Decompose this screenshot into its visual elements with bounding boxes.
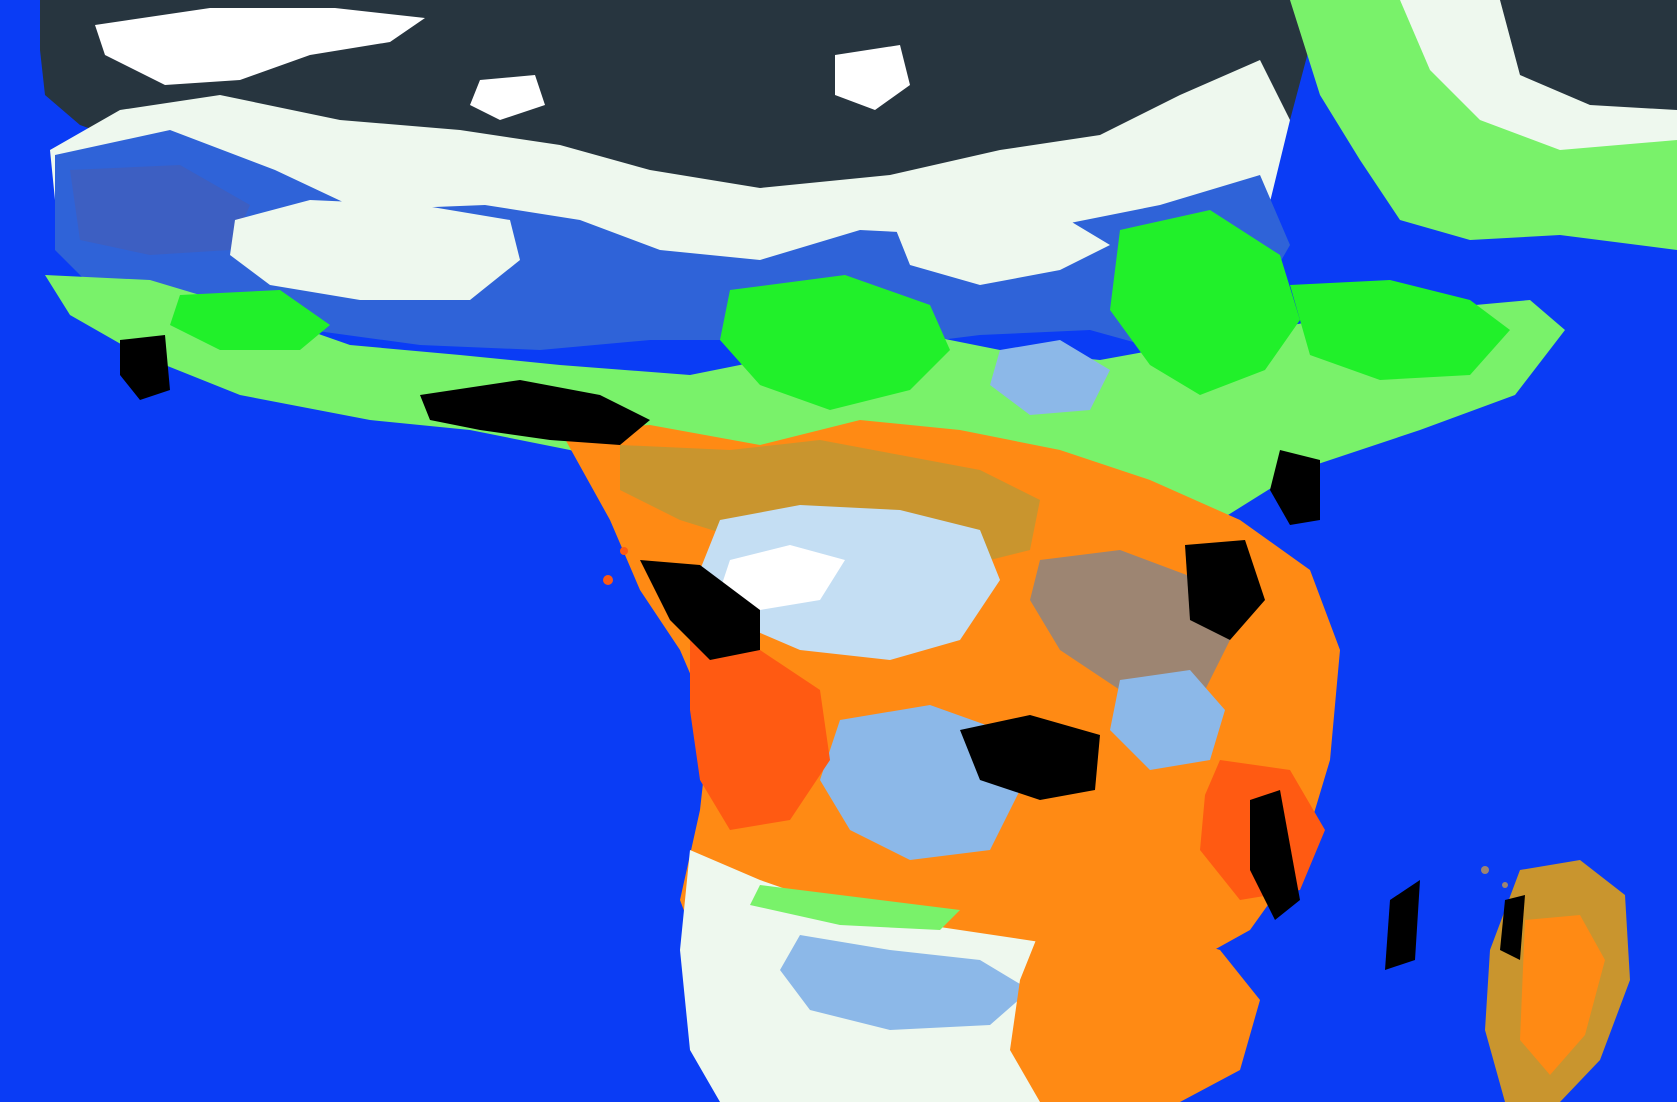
light-green-belt [45, 275, 1565, 530]
bright-green-east [1110, 210, 1300, 395]
black-central-lakes [960, 715, 1100, 800]
light-green-southern-streak [750, 885, 960, 930]
island-gulf-guinea-two [620, 547, 628, 555]
white-patch-central-north [470, 75, 545, 120]
bright-green-west [170, 290, 330, 350]
black-gulf-guinea [420, 380, 650, 445]
pale-blue-congo-center [700, 505, 1000, 660]
sky-blue-southern [780, 935, 1030, 1030]
bright-green-horn [1290, 280, 1510, 380]
black-ethiopia [1270, 450, 1320, 525]
island-indian-ocean-one [1481, 866, 1489, 874]
white-patches-north [95, 8, 425, 85]
madagascar-orange [1520, 915, 1605, 1075]
black-forest-patches [120, 335, 1420, 970]
black-cameroon-coast [640, 560, 760, 660]
black-rift-streak [1250, 790, 1300, 920]
madagascar-island [1485, 860, 1630, 1102]
white-congo-streak [720, 545, 845, 610]
island-gulf-guinea-one [603, 575, 613, 585]
taupe-region [1030, 550, 1230, 700]
small-islands [603, 547, 1508, 888]
black-southeast-coast [1385, 880, 1420, 970]
blue-inset-east [990, 340, 1110, 415]
black-west-coast [120, 335, 170, 400]
arabia-dark [1500, 0, 1677, 110]
central-africa-landmass [560, 420, 1340, 1102]
orange-southeast [1010, 925, 1260, 1102]
pale-lake-west [230, 200, 520, 300]
pale-lake-east [890, 205, 1110, 285]
black-east-lake-one [1185, 540, 1265, 640]
red-orange-west-coast [690, 640, 830, 830]
bright-green-central [720, 275, 950, 410]
green-vegetation-belt [45, 210, 1565, 530]
sky-blue-east-central [1110, 670, 1225, 770]
arabian-peninsula [1290, 0, 1677, 250]
white-patch-east-north [835, 45, 910, 110]
madagascar-black-edge [1500, 895, 1525, 960]
island-indian-ocean-two [1502, 882, 1508, 888]
north-africa-landmass [40, 0, 1310, 355]
slate-blue-west [70, 165, 250, 255]
